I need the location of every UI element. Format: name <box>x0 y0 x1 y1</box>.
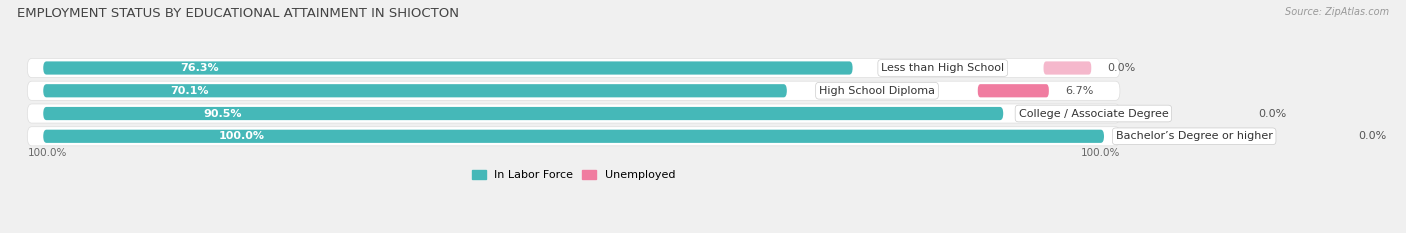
Text: Source: ZipAtlas.com: Source: ZipAtlas.com <box>1285 7 1389 17</box>
Legend: In Labor Force, Unemployed: In Labor Force, Unemployed <box>468 165 679 185</box>
FancyBboxPatch shape <box>27 127 1121 146</box>
Text: 70.1%: 70.1% <box>170 86 209 96</box>
Text: 90.5%: 90.5% <box>202 109 242 119</box>
FancyBboxPatch shape <box>1194 107 1241 120</box>
FancyBboxPatch shape <box>27 104 1121 123</box>
Text: 0.0%: 0.0% <box>1258 109 1286 119</box>
Text: 0.0%: 0.0% <box>1107 63 1136 73</box>
FancyBboxPatch shape <box>44 62 852 75</box>
Text: Bachelor’s Degree or higher: Bachelor’s Degree or higher <box>1116 131 1272 141</box>
FancyBboxPatch shape <box>1295 130 1343 143</box>
Text: Less than High School: Less than High School <box>882 63 1004 73</box>
Text: College / Associate Degree: College / Associate Degree <box>1018 109 1168 119</box>
FancyBboxPatch shape <box>27 81 1121 100</box>
FancyBboxPatch shape <box>44 130 1104 143</box>
Text: 6.7%: 6.7% <box>1064 86 1092 96</box>
Text: 100.0%: 100.0% <box>218 131 264 141</box>
FancyBboxPatch shape <box>44 107 1004 120</box>
FancyBboxPatch shape <box>1043 62 1091 75</box>
Text: 100.0%: 100.0% <box>1081 148 1121 158</box>
FancyBboxPatch shape <box>44 84 787 97</box>
Text: 0.0%: 0.0% <box>1358 131 1386 141</box>
Text: High School Diploma: High School Diploma <box>820 86 935 96</box>
Text: 100.0%: 100.0% <box>27 148 66 158</box>
FancyBboxPatch shape <box>27 58 1121 78</box>
Text: EMPLOYMENT STATUS BY EDUCATIONAL ATTAINMENT IN SHIOCTON: EMPLOYMENT STATUS BY EDUCATIONAL ATTAINM… <box>17 7 458 20</box>
FancyBboxPatch shape <box>977 84 1049 97</box>
Text: 76.3%: 76.3% <box>180 63 219 73</box>
